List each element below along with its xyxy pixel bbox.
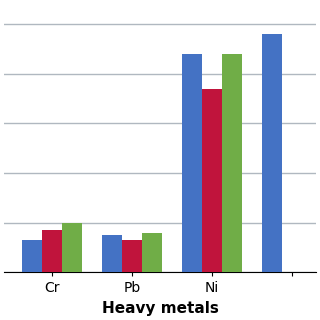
Bar <box>42 230 62 272</box>
Bar <box>262 34 282 272</box>
Bar <box>182 54 202 272</box>
Bar <box>202 89 222 272</box>
Bar <box>222 54 242 272</box>
Bar <box>62 223 82 272</box>
X-axis label: Heavy metals: Heavy metals <box>101 301 219 316</box>
Bar <box>142 233 162 272</box>
Bar <box>102 235 122 272</box>
Bar <box>22 240 42 272</box>
Bar <box>122 240 142 272</box>
